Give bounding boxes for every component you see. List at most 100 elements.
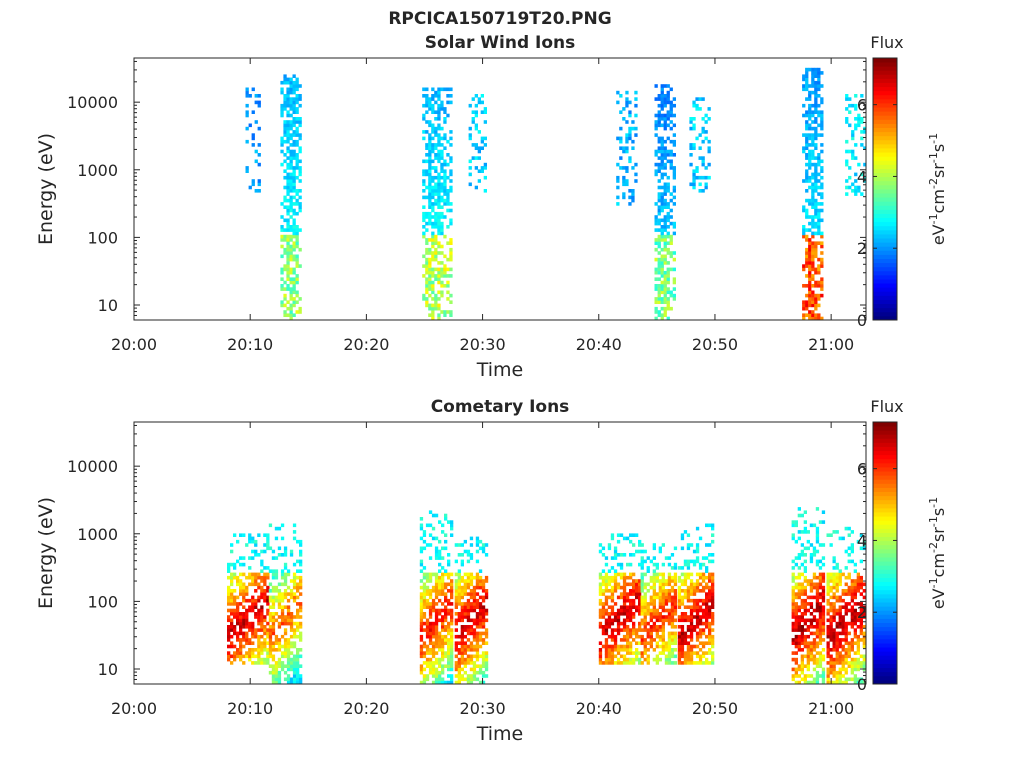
heatmap-cell (829, 608, 833, 613)
heatmap-cell (463, 651, 467, 655)
heatmap-cell (857, 189, 861, 193)
heatmap-cell (450, 644, 454, 649)
heatmap-cell (292, 143, 296, 147)
heatmap-cell (457, 677, 461, 682)
heatmap-cell (848, 123, 852, 128)
heatmap-cell (663, 120, 667, 124)
heatmap-cell (434, 192, 438, 196)
heatmap-cell (815, 549, 820, 554)
heatmap-cell (820, 185, 824, 190)
heatmap-cell (817, 153, 821, 157)
heatmap-cell (268, 628, 273, 632)
heatmap-cell (667, 661, 672, 665)
heatmap-cell (428, 136, 432, 141)
heatmap-cell (441, 677, 445, 682)
heatmap-cell (791, 533, 795, 537)
heatmap-cell (481, 608, 486, 613)
heatmap-cell (419, 628, 424, 632)
heatmap-cell (280, 661, 285, 665)
heatmap-cell (646, 566, 650, 570)
heatmap-cell (280, 244, 284, 249)
heatmap-cell (695, 621, 700, 626)
heatmap-cell (266, 657, 270, 662)
heatmap-cell (613, 556, 618, 560)
heatmap-cell (643, 644, 647, 649)
heatmap-cell (449, 218, 453, 223)
heatmap-cell (821, 618, 826, 623)
heatmap-cell (425, 287, 429, 291)
heatmap-cell (295, 264, 299, 268)
heatmap-cell (800, 602, 804, 606)
heatmap-cell (811, 267, 815, 272)
heatmap-cell (844, 589, 848, 593)
heatmap-cell (438, 634, 442, 639)
heatmap-cell (422, 572, 427, 577)
heatmap-cell (434, 182, 438, 187)
heatmap-cell (449, 300, 453, 304)
heatmap-cell (419, 680, 424, 685)
heatmap-cell (652, 612, 656, 616)
heatmap-cell (469, 543, 474, 547)
heatmap-cell (601, 612, 606, 616)
heatmap-cell (686, 562, 691, 567)
heatmap-cell (434, 615, 439, 619)
heatmap-cell (474, 143, 478, 147)
heatmap-cell (286, 654, 291, 659)
heatmap-cell (832, 575, 836, 580)
heatmap-cell (654, 277, 658, 281)
heatmap-cell (850, 595, 854, 600)
heatmap-cell (698, 107, 702, 111)
heatmap-cell (853, 674, 857, 678)
heatmap-cell (257, 100, 261, 105)
heatmap-cell (859, 677, 863, 682)
heatmap-cell (283, 107, 287, 111)
heatmap-cell (818, 625, 823, 629)
heatmap-cell (686, 634, 691, 639)
heatmap-cell (425, 238, 429, 242)
heatmap-cell (277, 625, 282, 629)
heatmap-cell (821, 667, 826, 672)
heatmap-cell (797, 513, 801, 518)
heatmap-cell (634, 90, 638, 95)
heatmap-cell (280, 254, 284, 259)
heatmap-cell (654, 162, 658, 167)
heatmap-cell (434, 202, 438, 206)
heatmap-cell (286, 605, 291, 609)
heatmap-cell (811, 247, 815, 252)
heatmap-cell (797, 608, 801, 613)
heatmap-cell (457, 592, 461, 596)
heatmap-cell (296, 674, 300, 678)
heatmap-cell (667, 644, 672, 649)
heatmap-cell (254, 553, 258, 557)
heatmap-cell (657, 149, 661, 154)
heatmap-cell (829, 602, 833, 606)
heatmap-cell (829, 628, 833, 632)
heatmap-cell (654, 297, 658, 301)
heatmap-cell (286, 615, 291, 619)
heatmap-cell (450, 523, 454, 528)
heatmap-cell (292, 677, 297, 682)
heatmap-cell (811, 316, 815, 321)
heatmap-cell (857, 117, 861, 121)
heatmap-cell (677, 651, 682, 655)
heatmap-cell (649, 595, 653, 600)
heatmap-cell (856, 602, 860, 606)
heatmap-cell (791, 595, 795, 600)
heatmap-cell (233, 562, 237, 567)
heatmap-cell (815, 621, 820, 626)
heatmap-cell (701, 608, 706, 613)
heatmap-cell (463, 615, 467, 619)
heatmap-cell (806, 661, 810, 665)
heatmap-cell (440, 175, 444, 180)
heatmap-cell (811, 300, 815, 304)
heatmap-cell (480, 136, 484, 141)
heatmap-cell (844, 657, 848, 662)
heatmap-cell (800, 664, 804, 668)
heatmap-cell (292, 572, 297, 577)
heatmap-cell (695, 605, 700, 609)
heatmap-cell (841, 536, 845, 541)
heatmap-cell (422, 592, 427, 596)
heatmap-cell (646, 634, 650, 639)
heatmap-cell (689, 559, 694, 564)
heatmap-cell (242, 592, 246, 596)
